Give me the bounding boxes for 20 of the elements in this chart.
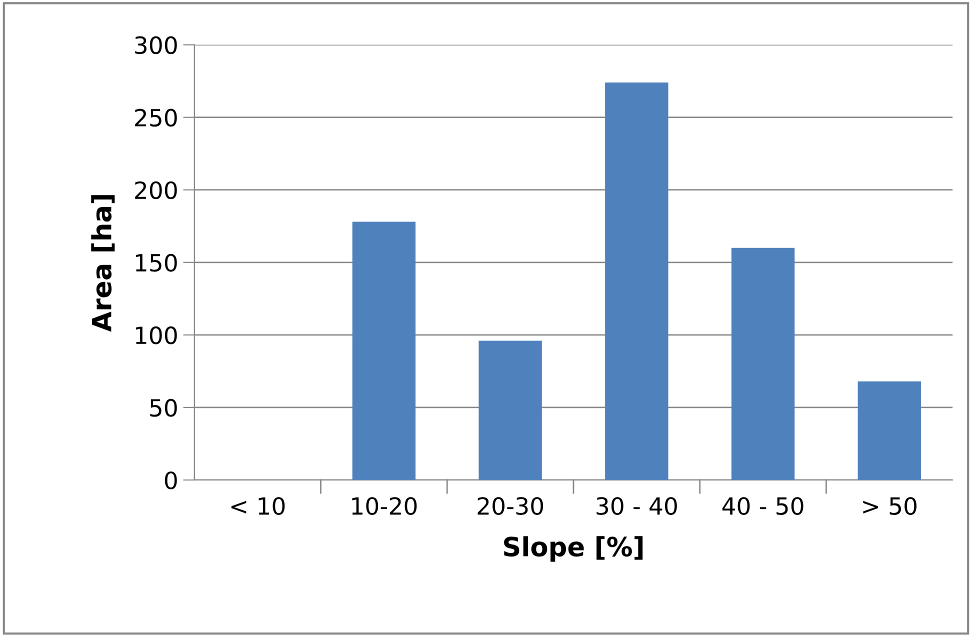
bar: [858, 381, 921, 480]
bar: [352, 222, 416, 480]
x-tick-label: 20-30: [478, 497, 544, 515]
y-tick-label: 300: [135, 36, 177, 54]
y-tick-label: 150: [136, 254, 177, 272]
x-axis-title: Slope [%]: [504, 536, 643, 562]
x-tick-label: 30 - 40: [596, 497, 677, 515]
x-tick-label: > 50: [863, 497, 916, 515]
y-tick-label: 200: [135, 181, 177, 200]
bar: [478, 340, 542, 480]
x-tick-label: 40 - 50: [722, 497, 804, 515]
bar: [605, 82, 668, 480]
y-tick-label: 100: [136, 326, 177, 344]
y-tick-label: 50: [150, 398, 177, 417]
y-tick-label: 0: [164, 471, 177, 490]
x-tick-label: 10-20: [352, 497, 417, 515]
bar: [731, 248, 795, 480]
y-tick-label: 250: [135, 108, 177, 127]
x-tick-label: < 10: [231, 497, 285, 515]
y-axis-title: Area [ha]: [91, 195, 115, 332]
